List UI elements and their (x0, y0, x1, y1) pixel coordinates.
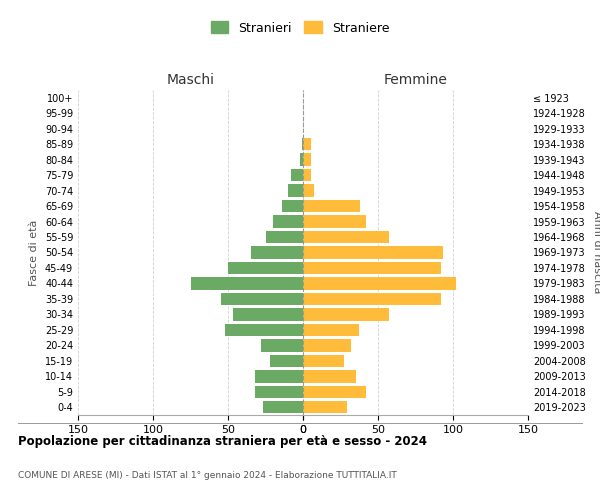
Bar (303, 370, 355, 382)
Bar (303, 184, 314, 197)
Text: Popolazione per cittadinanza straniera per età e sesso - 2024: Popolazione per cittadinanza straniera p… (18, 434, 427, 448)
Legend: Stranieri, Straniere: Stranieri, Straniere (206, 16, 394, 40)
Bar (303, 401, 347, 413)
Bar (251, 246, 303, 258)
Bar (303, 154, 311, 166)
Bar (303, 339, 351, 351)
Bar (255, 386, 303, 398)
Bar (300, 154, 303, 166)
Bar (270, 354, 303, 367)
Bar (288, 184, 303, 197)
Y-axis label: Anni di nascita: Anni di nascita (592, 211, 600, 294)
Bar (303, 278, 456, 289)
Bar (303, 231, 389, 243)
Bar (303, 216, 366, 228)
Bar (228, 262, 303, 274)
Title: Femmine: Femmine (383, 74, 448, 88)
Bar (303, 200, 360, 212)
Bar (303, 354, 343, 367)
Bar (263, 401, 303, 413)
Bar (303, 246, 443, 258)
Text: COMUNE DI ARESE (MI) - Dati ISTAT al 1° gennaio 2024 - Elaborazione TUTTITALIA.I: COMUNE DI ARESE (MI) - Dati ISTAT al 1° … (18, 471, 397, 480)
Bar (303, 138, 311, 150)
Bar (303, 292, 441, 305)
Bar (273, 216, 303, 228)
Bar (265, 231, 303, 243)
Bar (261, 339, 303, 351)
Bar (303, 169, 311, 181)
Bar (303, 386, 366, 398)
Bar (282, 200, 303, 212)
Bar (233, 308, 303, 320)
Bar (191, 278, 303, 289)
Bar (221, 292, 303, 305)
Bar (303, 308, 389, 320)
Y-axis label: Fasce di età: Fasce di età (29, 220, 39, 286)
Bar (225, 324, 303, 336)
Title: Maschi: Maschi (167, 74, 215, 88)
Bar (302, 138, 303, 150)
Bar (255, 370, 303, 382)
Bar (291, 169, 303, 181)
Bar (303, 324, 359, 336)
Bar (303, 262, 441, 274)
